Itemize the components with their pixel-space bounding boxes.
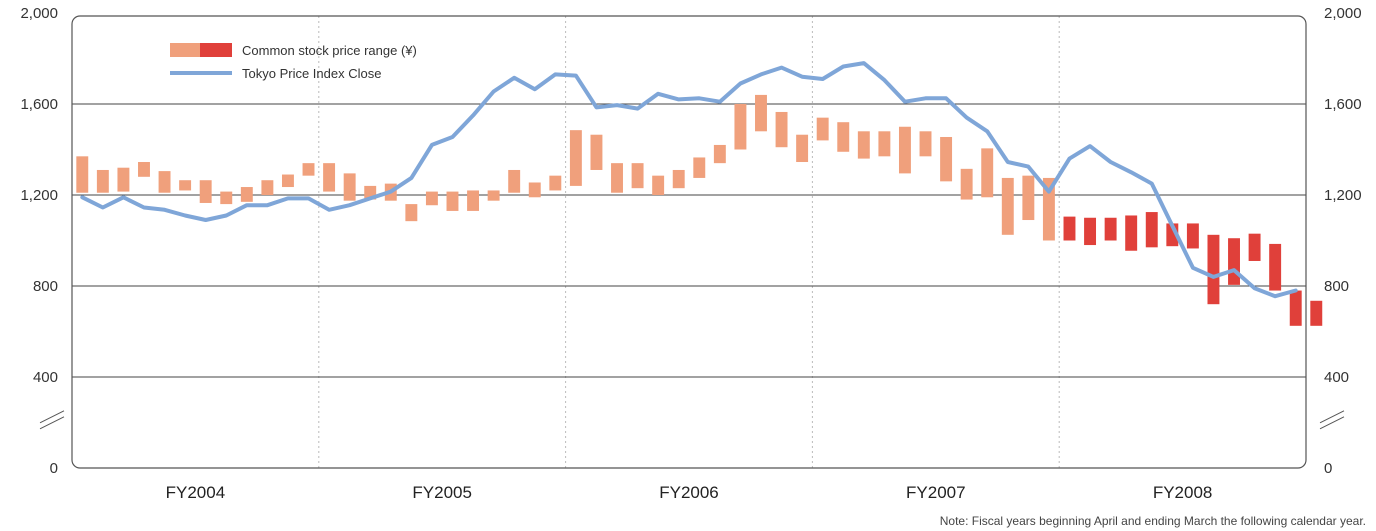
price-range-bar (302, 163, 315, 176)
price-range-bar (1248, 233, 1261, 261)
price-range-bar (1001, 177, 1014, 235)
legend-swatch-fall (200, 43, 232, 57)
price-range-bar (1186, 223, 1199, 249)
price-range-bar (611, 163, 623, 193)
y-right-tick-label: 2,000 (1324, 5, 1362, 22)
price-range-bar (1022, 175, 1035, 221)
price-range-bar (796, 134, 809, 163)
price-range-bar (1166, 223, 1179, 247)
price-range-bar (446, 191, 459, 211)
price-range-bar (981, 148, 994, 198)
y-right-tick-label: 1,200 (1324, 187, 1362, 204)
x-axis-categories: FY2004 FY2005 FY2006 FY2007 FY2008 (166, 483, 1213, 502)
price-range-bar (405, 204, 418, 222)
axis-breaks (39, 410, 1345, 430)
price-range-bar (919, 131, 932, 157)
plot-frame (71, 15, 1307, 469)
price-range-bar (343, 173, 356, 201)
price-range-bar (1042, 177, 1055, 241)
x-category-label: FY2004 (166, 483, 226, 502)
price-range-bar (590, 134, 603, 170)
tokyo-price-index-line (80, 61, 1298, 299)
y-left-tick-label: 1,600 (20, 96, 58, 113)
x-category-label: FY2007 (906, 483, 966, 502)
price-range-bar (117, 167, 130, 192)
price-range-bar (1125, 215, 1138, 251)
price-range-bar (734, 104, 747, 150)
price-range-bar (240, 187, 253, 202)
index-line-layer (80, 61, 1298, 299)
price-range-bar (775, 111, 788, 148)
footnote: Note: Fiscal years beginning April and e… (940, 514, 1366, 528)
x-category-label: FY2005 (412, 483, 472, 502)
price-range-bar (1063, 216, 1076, 241)
price-range-bar (261, 180, 274, 195)
price-range-bar (138, 162, 150, 177)
axis-break-left (39, 410, 65, 424)
price-range-bar (898, 126, 911, 174)
legend-range-label: Common stock price range (¥) (242, 43, 417, 58)
price-range-bar (713, 144, 726, 164)
price-range-bar (281, 174, 294, 188)
price-range-bar (76, 156, 89, 193)
price-range-bar (364, 185, 377, 200)
price-range-bar (960, 168, 973, 200)
axis-break-right (1319, 410, 1345, 424)
y-left-tick-label: 2,000 (20, 5, 58, 22)
y-left-tick-label: 400 (33, 369, 58, 386)
x-category-label: FY2008 (1153, 483, 1213, 502)
y-right-tick-label: 0 (1324, 460, 1332, 477)
price-range-bar (631, 163, 644, 189)
price-range-bar (672, 169, 685, 189)
price-range-bar (569, 130, 582, 186)
legend-swatch-rise (170, 43, 200, 57)
price-range-bar (693, 157, 706, 178)
y-right-tick-label: 800 (1324, 278, 1349, 295)
price-range-bar (857, 131, 870, 159)
legend: Common stock price range (¥) Tokyo Price… (170, 43, 417, 81)
gridlines (72, 103, 1306, 378)
price-range-bar (158, 171, 171, 193)
y-axis-right: 0 400 800 1,200 1,600 2,000 (1324, 5, 1362, 477)
y-right-tick-label: 1,600 (1324, 96, 1362, 113)
price-range-bar (96, 169, 109, 193)
price-range-bar (1084, 217, 1097, 246)
price-range-bar (199, 180, 212, 203)
price-range-bar (467, 190, 480, 211)
axis-break-right (1319, 416, 1345, 430)
price-range-bar (323, 163, 336, 192)
price-range-bar (487, 190, 500, 201)
price-range-bar (1228, 238, 1240, 285)
price-range-bars (76, 94, 1323, 326)
price-range-bar (878, 131, 891, 157)
price-range-bar (1310, 300, 1323, 326)
price-range-bar (179, 180, 192, 191)
price-range-bar (1269, 243, 1282, 291)
y-left-tick-label: 0 (50, 460, 58, 477)
price-range-bar (816, 117, 829, 141)
price-range-bar (1145, 212, 1158, 248)
y-left-tick-label: 1,200 (20, 187, 58, 204)
price-range-bar (220, 191, 233, 205)
price-range-bar (755, 94, 767, 132)
x-category-label: FY2006 (659, 483, 719, 502)
price-range-bar (528, 182, 541, 198)
y-right-tick-label: 400 (1324, 369, 1349, 386)
price-range-bar (1289, 290, 1302, 326)
y-left-tick-label: 800 (33, 278, 58, 295)
price-range-bar (549, 175, 562, 191)
fiscal-year-dividers (318, 16, 1060, 468)
legend-line-label: Tokyo Price Index Close (242, 66, 381, 81)
price-range-bar (837, 122, 850, 152)
price-range-bar (940, 136, 953, 182)
price-range-bar (1104, 217, 1117, 241)
price-range-bar (652, 175, 665, 195)
price-range-bar (508, 169, 521, 193)
price-range-bar (425, 191, 438, 206)
axis-break-left (39, 416, 65, 430)
price-range-bar (1207, 234, 1220, 305)
y-axis-left: 0 400 800 1,200 1,600 2,000 (20, 5, 58, 477)
